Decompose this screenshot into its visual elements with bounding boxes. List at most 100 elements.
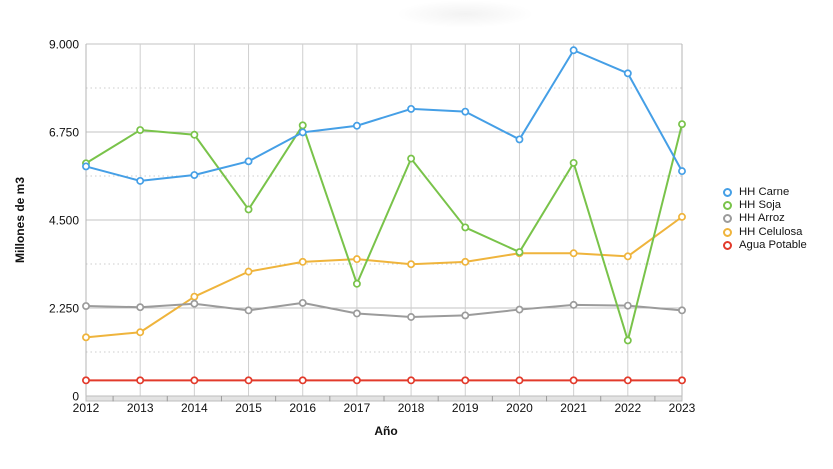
legend-label: HH Carne xyxy=(739,186,790,199)
legend-marker-icon xyxy=(723,201,732,211)
legend-marker-icon xyxy=(723,188,732,198)
series-marker-hh-arroz xyxy=(623,301,632,310)
series-marker-agua-potable xyxy=(569,376,578,385)
series-marker-hh-arroz xyxy=(352,309,361,318)
series-marker-hh-celulosa xyxy=(298,257,307,266)
y-tick-label: 4.500 xyxy=(49,214,79,228)
series-marker-hh-carne xyxy=(515,135,524,144)
series-marker-agua-potable xyxy=(461,376,470,385)
series-marker-hh-celulosa xyxy=(190,292,199,301)
series-marker-hh-carne xyxy=(569,46,578,55)
x-tick-label: 2018 xyxy=(398,401,425,415)
legend-label: HH Soja xyxy=(739,199,782,212)
series-marker-hh-celulosa xyxy=(352,255,361,264)
series-marker-hh-soja xyxy=(515,248,524,257)
x-tick-label: 2017 xyxy=(344,401,371,415)
x-tick-label: 2019 xyxy=(452,401,479,415)
series-marker-agua-potable xyxy=(244,376,253,385)
series-marker-agua-potable xyxy=(623,376,632,385)
x-tick-label: 2014 xyxy=(181,401,208,415)
series-marker-hh-carne xyxy=(461,107,470,116)
legend-label: HH Celulosa xyxy=(739,225,803,238)
series-line-hh-arroz xyxy=(85,301,683,318)
series-marker-hh-carne xyxy=(244,157,253,166)
series-marker-agua-potable xyxy=(190,376,199,385)
series-marker-hh-soja xyxy=(407,154,416,163)
series-marker-hh-arroz xyxy=(298,298,307,307)
series-marker-hh-carne xyxy=(407,104,416,113)
legend-marker-icon xyxy=(723,227,732,237)
series-marker-hh-carne xyxy=(678,167,686,176)
y-tick-label: 2.250 xyxy=(49,302,79,316)
series-marker-hh-arroz xyxy=(461,311,470,320)
series-marker-hh-carne xyxy=(136,176,145,185)
series-marker-hh-carne xyxy=(623,69,632,78)
series-marker-hh-arroz xyxy=(82,302,90,310)
series-marker-hh-carne xyxy=(190,171,199,179)
series-marker-hh-soja xyxy=(461,223,470,232)
series-marker-hh-soja xyxy=(678,120,686,129)
series-marker-hh-celulosa xyxy=(136,328,145,337)
x-tick-label: 2013 xyxy=(127,401,154,415)
series-marker-hh-arroz xyxy=(515,305,524,314)
x-axis-title: Año xyxy=(374,424,397,438)
series-marker-hh-arroz xyxy=(678,306,686,315)
series-line-hh-celulosa xyxy=(85,216,683,339)
legend-item-hh-celulosa: HH Celulosa xyxy=(723,226,807,239)
series-marker-hh-soja xyxy=(623,336,632,345)
series-marker-hh-carne xyxy=(298,128,307,137)
x-tick-label: 2016 xyxy=(289,401,316,415)
series-marker-hh-soja xyxy=(569,158,578,167)
x-tick-label: 2023 xyxy=(669,401,696,415)
series-marker-hh-celulosa xyxy=(407,260,416,269)
series-marker-hh-arroz xyxy=(136,303,145,312)
x-tick-label: 2020 xyxy=(506,401,533,415)
series-marker-hh-soja xyxy=(136,126,145,134)
series-marker-hh-carne xyxy=(82,162,90,171)
series-marker-hh-celulosa xyxy=(82,333,90,342)
legend-label: Agua Potable xyxy=(739,238,807,251)
x-tick-label: 2015 xyxy=(235,401,262,415)
y-axis-title: Millones de m3 xyxy=(13,177,27,263)
series-marker-agua-potable xyxy=(678,376,686,385)
series-marker-agua-potable xyxy=(298,376,307,385)
x-tick-label: 2012 xyxy=(73,401,100,415)
series-marker-hh-celulosa xyxy=(461,257,470,266)
series-marker-agua-potable xyxy=(352,376,361,385)
series-marker-hh-arroz xyxy=(407,313,416,321)
legend-item-hh-soja: HH Soja xyxy=(723,199,807,212)
series-line-hh-soja xyxy=(85,123,683,342)
series-marker-hh-celulosa xyxy=(244,267,253,276)
x-tick-label: 2021 xyxy=(560,401,587,415)
series-marker-hh-celulosa xyxy=(678,212,686,221)
legend-label: HH Arroz xyxy=(739,212,785,225)
series-marker-hh-celulosa xyxy=(569,249,578,258)
legend-marker-icon xyxy=(723,240,732,250)
legend-item-agua-potable: Agua Potable xyxy=(723,239,807,252)
series-marker-hh-arroz xyxy=(569,300,578,309)
series-marker-agua-potable xyxy=(407,376,416,385)
legend-item-hh-arroz: HH Arroz xyxy=(723,212,807,225)
series-marker-agua-potable xyxy=(515,376,524,385)
series-marker-hh-soja xyxy=(190,130,199,139)
plot-area: 0 2.250 4.500 6.750 9.000 2012 2013 2014 2015 201… xyxy=(49,38,696,416)
series-marker-hh-soja xyxy=(298,121,307,130)
series-marker-agua-potable xyxy=(82,376,90,385)
x-tick-label: 2022 xyxy=(614,401,641,415)
y-tick-label: 6.750 xyxy=(49,126,79,140)
y-tick-label: 0 xyxy=(72,390,79,404)
series-marker-hh-carne xyxy=(352,121,361,130)
series-marker-hh-arroz xyxy=(190,299,199,308)
series-line-hh-carne xyxy=(85,49,683,182)
legend-item-hh-carne: HH Carne xyxy=(723,186,807,199)
series-marker-hh-soja xyxy=(352,279,361,288)
series-marker-agua-potable xyxy=(136,376,145,385)
legend: HH Carne HH Soja HH Arroz HH Celulosa Agua P… xyxy=(723,186,807,252)
legend-marker-icon xyxy=(723,214,732,224)
series-marker-hh-arroz xyxy=(244,306,253,315)
series-marker-hh-celulosa xyxy=(623,252,632,261)
y-tick-label: 9.000 xyxy=(49,38,79,52)
series-marker-hh-soja xyxy=(244,205,253,214)
